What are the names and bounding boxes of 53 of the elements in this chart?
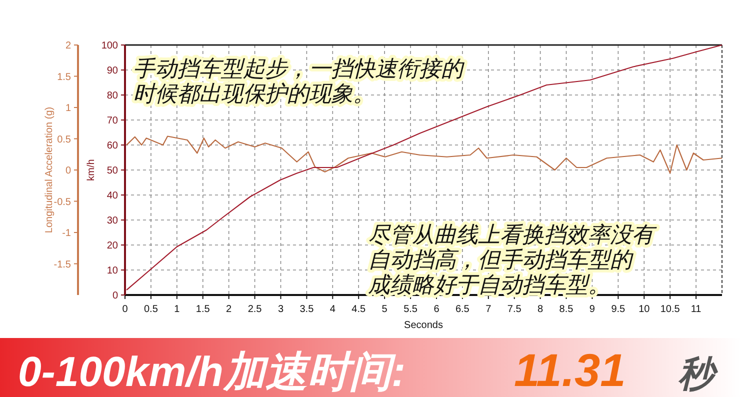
x-tick-label: 0.5 [144, 304, 158, 315]
y-tick-label: 1 [65, 103, 72, 114]
y-axis-title: Longitudinal Acceleration (g) [44, 106, 55, 234]
annotation: 成绩略好于自动挡车型。 [368, 272, 610, 297]
x-tick-label: 9 [589, 304, 596, 315]
y2-tick-label: 40 [106, 190, 118, 202]
y2-tick-label: 10 [106, 266, 118, 276]
text: 0-100km/h加速时间: [18, 348, 406, 395]
x-tick-label: 3.5 [300, 304, 314, 315]
x-tick-label: 2.5 [248, 304, 262, 315]
x-tick-label: 5.5 [404, 304, 418, 315]
y2-tick-label: 50 [106, 166, 118, 176]
x-axis-title: Seconds [404, 320, 443, 331]
y-tick-label: -1 [62, 228, 72, 239]
x-tick-label: 3 [278, 304, 284, 315]
y-tick-label: -1.5 [54, 259, 72, 270]
text: 11.31 [514, 344, 626, 396]
x-tick-label: 6 [434, 304, 440, 315]
x-tick-label: 4.5 [352, 304, 366, 315]
annotation: 时候都出现保护的现象。 [133, 81, 375, 106]
x-tick-label: 7.5 [507, 304, 522, 315]
y2-tick-label: 60 [106, 140, 118, 152]
y2-tick-label: 70 [106, 116, 118, 126]
x-tick-label: 10 [638, 304, 650, 315]
x-tick-label: 4 [330, 304, 336, 315]
text: 秒 [678, 353, 719, 394]
x-tick-label: 10.5 [660, 304, 680, 315]
y-tick-label: 1.5 [57, 72, 72, 83]
annotation: 自动挡高，但手动挡车型的 [368, 247, 634, 272]
x-tick-label: 8 [538, 304, 544, 315]
y-tick-label: -0.5 [54, 196, 72, 208]
x-tick-label: 1.5 [196, 304, 210, 315]
annotation: 尽管从曲线上看换挡效率没有 [368, 222, 657, 247]
y2-tick-label: 90 [106, 66, 118, 76]
y2-tick-label: 0 [112, 290, 118, 302]
x-tick-label: 7 [486, 304, 492, 315]
x-tick-label: 11 [690, 304, 702, 315]
y-tick-label: 0.5 [57, 134, 72, 146]
y2-axis-title: km/h [86, 159, 97, 181]
y2-tick-label: 30 [106, 216, 118, 226]
x-tick-label: 5 [382, 304, 388, 315]
y2-tick-label: 20 [106, 240, 118, 252]
x-tick-label: 9.5 [611, 304, 626, 315]
y2-tick-label: 100 [101, 40, 118, 52]
annotation: 手动挡车型起步，一挡快速衔接的 [133, 56, 465, 81]
x-tick-label: 1 [174, 304, 180, 315]
y2-tick-label: 80 [106, 90, 118, 102]
x-tick-label: 2 [226, 304, 232, 315]
y-tick-label: 2 [65, 40, 72, 52]
x-tick-label: 6.5 [455, 304, 470, 315]
x-tick-label: 0 [122, 304, 128, 315]
y-tick-label: 0 [65, 166, 72, 176]
x-tick-label: 8.5 [559, 304, 574, 315]
